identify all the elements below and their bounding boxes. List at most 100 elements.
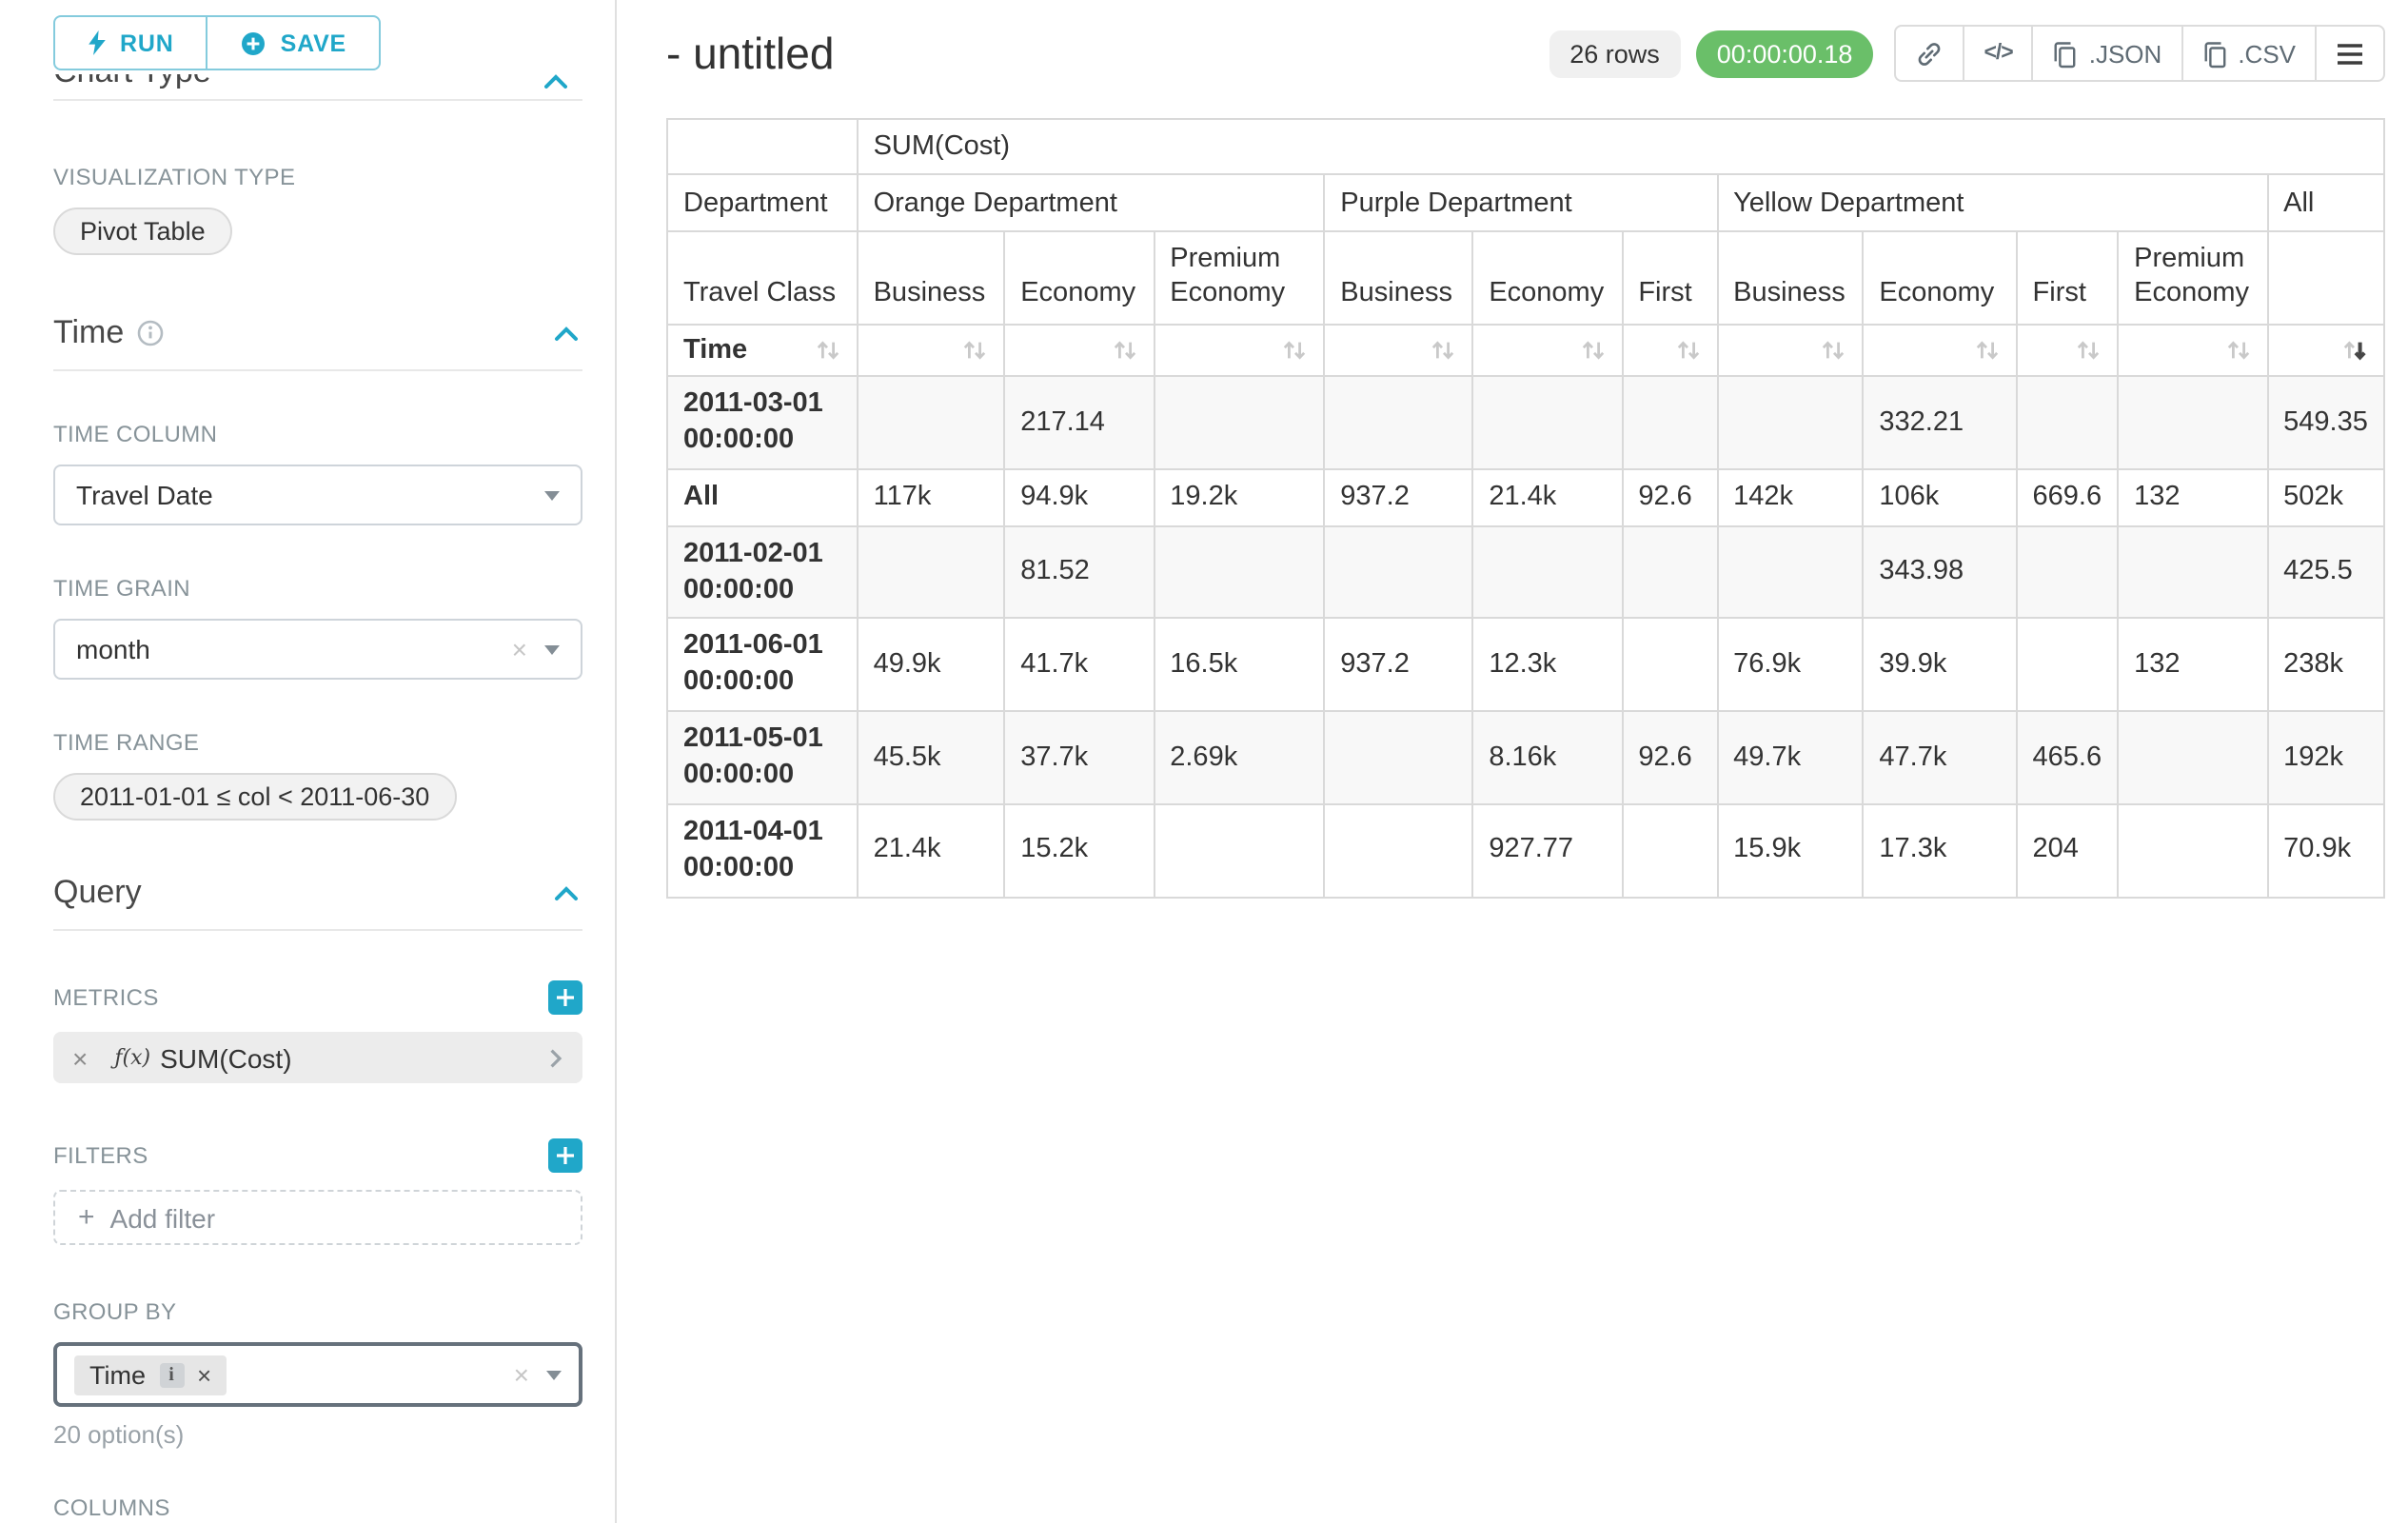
link-icon [1915, 39, 1944, 68]
run-button-label: RUN [120, 30, 174, 56]
share-link-button[interactable] [1894, 25, 1964, 82]
group-by-chip-label: Time [89, 1360, 146, 1389]
run-button[interactable]: RUN [53, 15, 208, 70]
caret-down-icon [544, 644, 560, 654]
column-leaf-header: Business [858, 231, 1005, 326]
table-row: 2011-04-01 00:00:0021.4k15.2k927.7715.9k… [667, 804, 2384, 897]
chevron-up-icon[interactable] [554, 884, 582, 901]
time-range-value[interactable]: 2011-01-01 ≤ col < 2011-06-30 [53, 773, 456, 821]
time-sort-header[interactable]: Time [667, 326, 858, 377]
data-cell: 94.9k [1004, 469, 1154, 526]
query-section-title: Query [53, 874, 142, 912]
column-leaf-header: Premium Economy [2118, 231, 2267, 326]
data-cell: 12.3k [1472, 619, 1622, 711]
save-button[interactable]: SAVE [207, 15, 381, 70]
chart-header-controls: 26 rows 00:00:00.18 </> .JSON . [1533, 25, 2385, 82]
clear-icon[interactable]: × [514, 1361, 529, 1388]
data-cell [2118, 377, 2267, 469]
section-divider [53, 369, 582, 371]
metric-chip[interactable]: × ƒ(x) SUM(Cost) [53, 1032, 582, 1083]
code-icon: </> [1984, 42, 2012, 65]
chart-type-section-clipped: Chart Type [53, 74, 582, 91]
group-by-chip[interactable]: Time i × [74, 1355, 227, 1394]
sort-icon [1974, 338, 2001, 365]
time-column-select[interactable]: Travel Date [53, 465, 582, 525]
sort-toggle[interactable] [1717, 326, 1863, 377]
data-cell: 81.52 [1004, 526, 1154, 619]
column-leaf-header: Business [1324, 231, 1472, 326]
data-cell: 937.2 [1324, 619, 1472, 711]
metrics-label: METRICS [53, 984, 159, 1011]
copy-icon [2201, 39, 2226, 68]
time-range-label: TIME RANGE [53, 729, 582, 756]
visualization-type-value[interactable]: Pivot Table [53, 208, 232, 255]
column-group-header: All [2267, 174, 2384, 231]
data-cell: 217.14 [1004, 377, 1154, 469]
data-cell: 17.3k [1863, 804, 2016, 897]
export-json-button[interactable]: .JSON [2032, 25, 2183, 82]
add-filter-label: Add filter [110, 1202, 216, 1233]
embed-code-button[interactable]: </> [1963, 25, 2033, 82]
query-timer-badge: 00:00:00.18 [1696, 30, 1874, 77]
export-csv-button[interactable]: .CSV [2181, 25, 2317, 82]
data-cell: 76.9k [1717, 619, 1863, 711]
sort-toggle[interactable] [1324, 326, 1472, 377]
metric-header: SUM(Cost) [858, 119, 2384, 174]
data-cell: 425.5 [2267, 526, 2384, 619]
chart-type-heading: Chart Type [53, 74, 211, 91]
sort-toggle[interactable] [1622, 326, 1717, 377]
add-filter-button[interactable]: + Add filter [53, 1190, 582, 1245]
explore-view: RUN SAVE Chart Type VISUALIZATION TYPE P… [0, 0, 2408, 1523]
corner-cell [667, 119, 858, 174]
sort-toggle[interactable] [1004, 326, 1154, 377]
add-metric-button[interactable] [548, 980, 582, 1015]
data-cell [1622, 526, 1717, 619]
data-cell: 132 [2118, 469, 2267, 526]
data-cell [1622, 619, 1717, 711]
data-cell: 502k [2267, 469, 2384, 526]
metrics-label-row: METRICS [53, 980, 582, 1015]
sort-toggle[interactable] [2118, 326, 2267, 377]
row-header: All [667, 469, 858, 526]
filters-label: FILTERS [53, 1142, 148, 1169]
data-cell [2017, 377, 2119, 469]
sort-toggle[interactable] [2017, 326, 2119, 377]
table-row: All117k94.9k19.2k937.221.4k92.6142k106k6… [667, 469, 2384, 526]
sort-toggle[interactable] [1472, 326, 1622, 377]
group-by-label: GROUP BY [53, 1298, 582, 1325]
time-section-title: Time [53, 314, 124, 352]
table-row: 2011-06-01 00:00:0049.9k41.7k16.5k937.21… [667, 619, 2384, 711]
chart-header: - untitled 26 rows 00:00:00.18 </> .JSON [666, 25, 2385, 82]
data-cell [1324, 711, 1472, 803]
remove-chip-icon[interactable]: × [197, 1362, 211, 1387]
table-row: 2011-03-01 00:00:00217.14332.21549.35 [667, 377, 2384, 469]
time-grain-select[interactable]: month × [53, 619, 582, 680]
data-cell [2118, 804, 2267, 897]
sort-toggle[interactable] [858, 326, 1005, 377]
table-row: 2011-02-01 00:00:0081.52343.98425.5 [667, 526, 2384, 619]
time-column-value: Travel Date [76, 480, 544, 510]
sort-toggle[interactable] [2267, 326, 2384, 377]
data-cell: 15.9k [1717, 804, 1863, 897]
sort-toggle[interactable] [1863, 326, 2016, 377]
time-grain-label: TIME GRAIN [53, 575, 582, 602]
caret-right-icon[interactable] [548, 1046, 563, 1069]
add-filter-plus-button[interactable] [548, 1138, 582, 1173]
group-by-select[interactable]: Time i × × [53, 1342, 582, 1407]
data-cell: 117k [858, 469, 1005, 526]
sort-toggle[interactable] [1154, 326, 1324, 377]
remove-metric-icon[interactable]: × [72, 1044, 88, 1071]
data-cell: 927.77 [1472, 804, 1622, 897]
clear-icon[interactable]: × [512, 636, 527, 663]
time-section-header: Time [53, 314, 582, 352]
group-by-options-hint: 20 option(s) [53, 1420, 582, 1449]
export-button-group: </> .JSON .CSV [1894, 25, 2385, 82]
data-cell: 669.6 [2017, 469, 2119, 526]
data-cell: 238k [2267, 619, 2384, 711]
data-cell [1622, 804, 1717, 897]
chart-menu-button[interactable] [2315, 25, 2385, 82]
row-header: 2011-03-01 00:00:00 [667, 377, 858, 469]
chevron-up-icon[interactable] [544, 74, 567, 91]
chevron-up-icon[interactable] [554, 325, 582, 342]
data-cell: 2.69k [1154, 711, 1324, 803]
